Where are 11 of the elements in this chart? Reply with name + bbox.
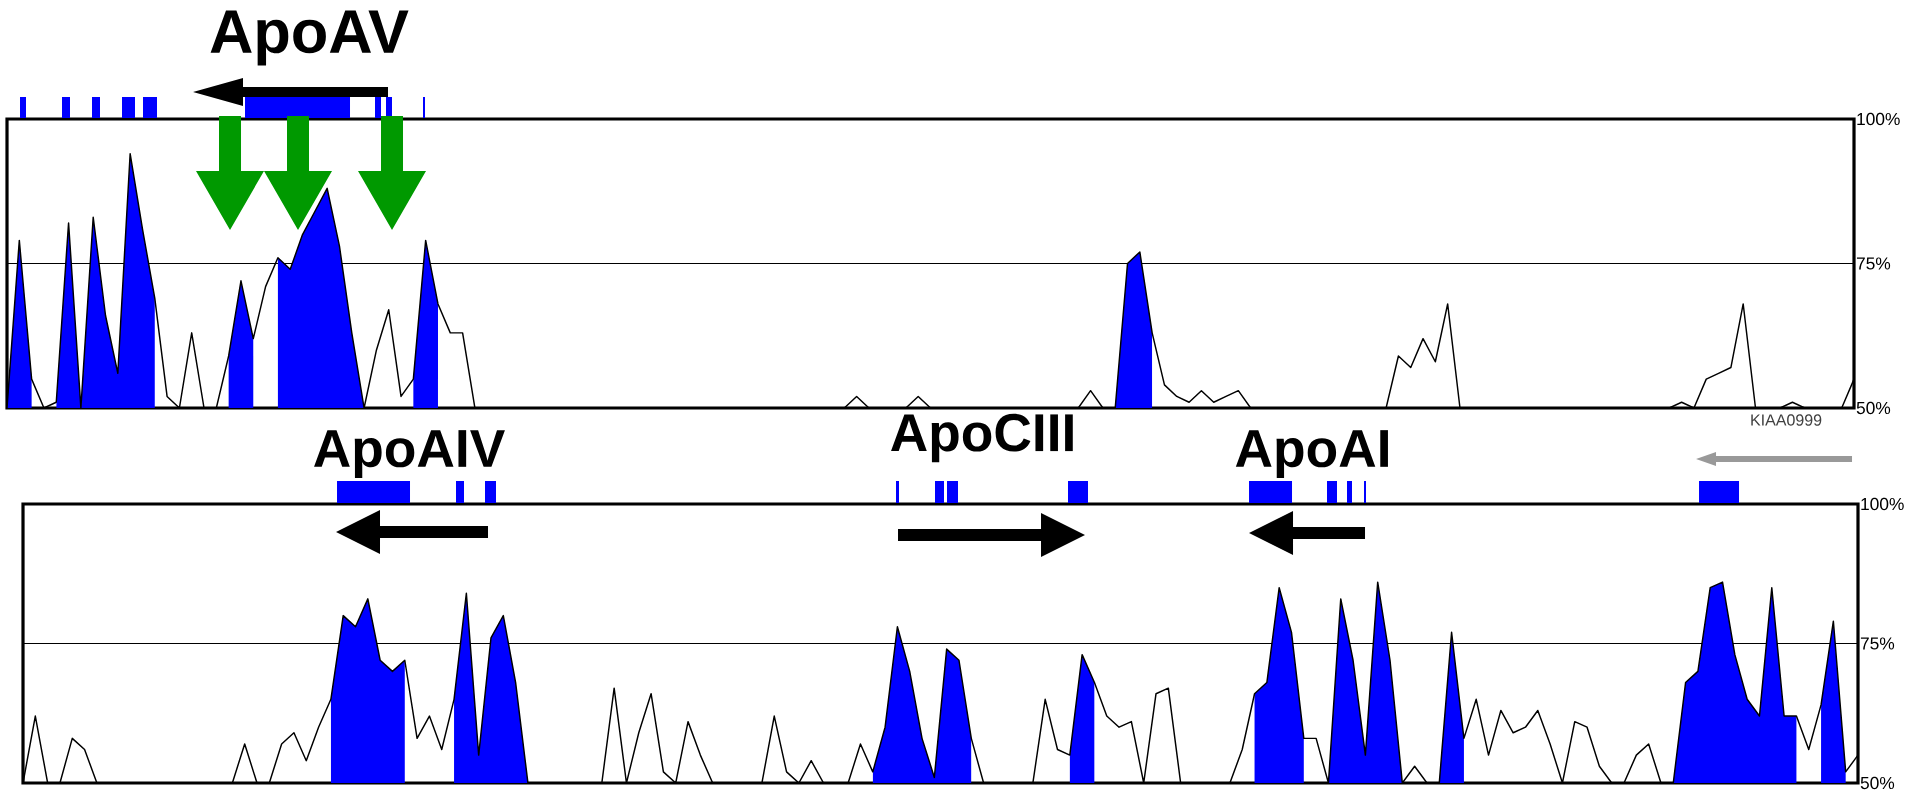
text: ApoCIII xyxy=(891,413,1073,463)
y-tick-label: 50% xyxy=(1856,401,1891,415)
text: ApoAV xyxy=(210,10,409,66)
y-tick-label: 50% xyxy=(1860,776,1895,790)
text: ApoAI xyxy=(1235,430,1388,478)
y-tick-label: 75% xyxy=(1856,257,1891,270)
y-tick-label: 100% xyxy=(1857,112,1900,126)
text: ApoAIV xyxy=(314,430,505,478)
y-tick-label: 100% xyxy=(1861,497,1904,511)
y-tick-label: 75% xyxy=(1860,637,1895,650)
text: KIAA0999 xyxy=(1751,414,1822,426)
